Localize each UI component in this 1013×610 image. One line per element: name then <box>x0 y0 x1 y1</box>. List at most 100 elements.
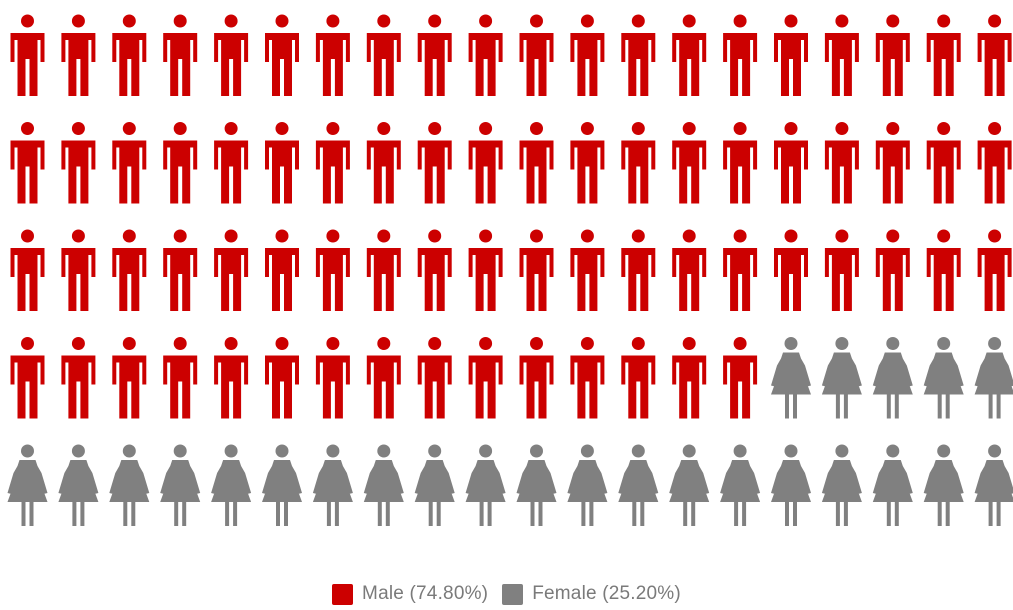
male-person-icon <box>978 15 1012 97</box>
female-person-icon <box>466 445 506 527</box>
male-person-icon <box>825 122 859 204</box>
female-person-icon <box>822 445 862 527</box>
male-person-icon <box>723 122 757 204</box>
male-person-icon <box>520 230 554 312</box>
female-person-icon <box>924 445 964 527</box>
female-person-icon <box>822 337 862 419</box>
female-person-icon <box>313 445 353 527</box>
pictogram-chart <box>0 0 1013 545</box>
male-person-icon <box>418 230 452 312</box>
legend-item-male[interactable]: Male (74.80%) <box>332 583 488 605</box>
legend-label-male: Male (74.80%) <box>362 583 488 605</box>
male-person-icon <box>876 230 910 312</box>
male-person-icon <box>61 122 95 204</box>
male-person-icon <box>316 15 350 97</box>
male-person-icon <box>723 15 757 97</box>
female-person-icon <box>364 445 404 527</box>
male-person-icon <box>61 15 95 97</box>
female-person-icon <box>415 445 455 527</box>
male-person-icon <box>927 122 961 204</box>
male-person-icon <box>774 230 808 312</box>
male-person-icon <box>570 122 604 204</box>
male-person-icon <box>367 122 401 204</box>
male-person-icon <box>469 15 503 97</box>
female-person-icon <box>873 445 913 527</box>
female-person-icon <box>771 337 811 419</box>
male-person-icon <box>163 15 197 97</box>
male-person-icon <box>112 122 146 204</box>
male-person-icon <box>265 122 299 204</box>
male-person-icon <box>11 15 45 97</box>
male-person-icon <box>520 15 554 97</box>
male-person-icon <box>672 122 706 204</box>
female-person-icon <box>975 445 1013 527</box>
legend-swatch-female <box>502 584 523 605</box>
male-person-icon <box>112 230 146 312</box>
male-person-icon <box>112 337 146 419</box>
male-person-icon <box>316 122 350 204</box>
male-person-icon <box>621 15 655 97</box>
male-person-icon <box>570 15 604 97</box>
female-person-icon <box>975 337 1013 419</box>
male-person-icon <box>621 337 655 419</box>
male-person-icon <box>570 337 604 419</box>
male-person-icon <box>214 337 248 419</box>
legend-swatch-male <box>332 584 353 605</box>
male-person-icon <box>825 230 859 312</box>
male-person-icon <box>61 230 95 312</box>
female-person-icon <box>517 445 557 527</box>
male-person-icon <box>469 337 503 419</box>
male-person-icon <box>418 122 452 204</box>
male-person-icon <box>418 15 452 97</box>
male-person-icon <box>316 337 350 419</box>
male-person-icon <box>570 230 604 312</box>
male-person-icon <box>214 122 248 204</box>
male-person-icon <box>11 337 45 419</box>
male-person-icon <box>367 337 401 419</box>
male-person-icon <box>418 337 452 419</box>
male-person-icon <box>163 122 197 204</box>
male-person-icon <box>672 230 706 312</box>
male-person-icon <box>672 337 706 419</box>
legend-item-female[interactable]: Female (25.20%) <box>502 583 681 605</box>
male-person-icon <box>214 15 248 97</box>
male-person-icon <box>265 337 299 419</box>
male-person-icon <box>927 230 961 312</box>
male-person-icon <box>672 15 706 97</box>
male-person-icon <box>469 122 503 204</box>
male-person-icon <box>774 15 808 97</box>
male-person-icon <box>11 230 45 312</box>
male-person-icon <box>927 15 961 97</box>
male-person-icon <box>621 230 655 312</box>
male-person-icon <box>469 230 503 312</box>
male-person-icon <box>61 337 95 419</box>
female-person-icon <box>924 337 964 419</box>
male-person-icon <box>978 230 1012 312</box>
male-person-icon <box>265 230 299 312</box>
male-person-icon <box>163 230 197 312</box>
icon-grid <box>8 15 1013 527</box>
male-person-icon <box>163 337 197 419</box>
male-person-icon <box>876 15 910 97</box>
female-person-icon <box>669 445 709 527</box>
male-person-icon <box>978 122 1012 204</box>
female-person-icon <box>618 445 658 527</box>
female-person-icon <box>109 445 149 527</box>
female-person-icon <box>211 445 251 527</box>
female-person-icon <box>8 445 48 527</box>
legend: Male (74.80%) Female (25.20%) <box>0 578 1013 610</box>
male-person-icon <box>367 230 401 312</box>
male-person-icon <box>621 122 655 204</box>
female-person-icon <box>720 445 760 527</box>
male-person-icon <box>367 15 401 97</box>
male-person-icon <box>723 230 757 312</box>
male-person-icon <box>876 122 910 204</box>
female-person-icon <box>771 445 811 527</box>
male-person-icon <box>825 15 859 97</box>
male-person-icon <box>520 337 554 419</box>
male-person-icon <box>214 230 248 312</box>
male-person-icon <box>723 337 757 419</box>
male-person-icon <box>265 15 299 97</box>
male-person-icon <box>774 122 808 204</box>
legend-label-female: Female (25.20%) <box>532 583 681 605</box>
